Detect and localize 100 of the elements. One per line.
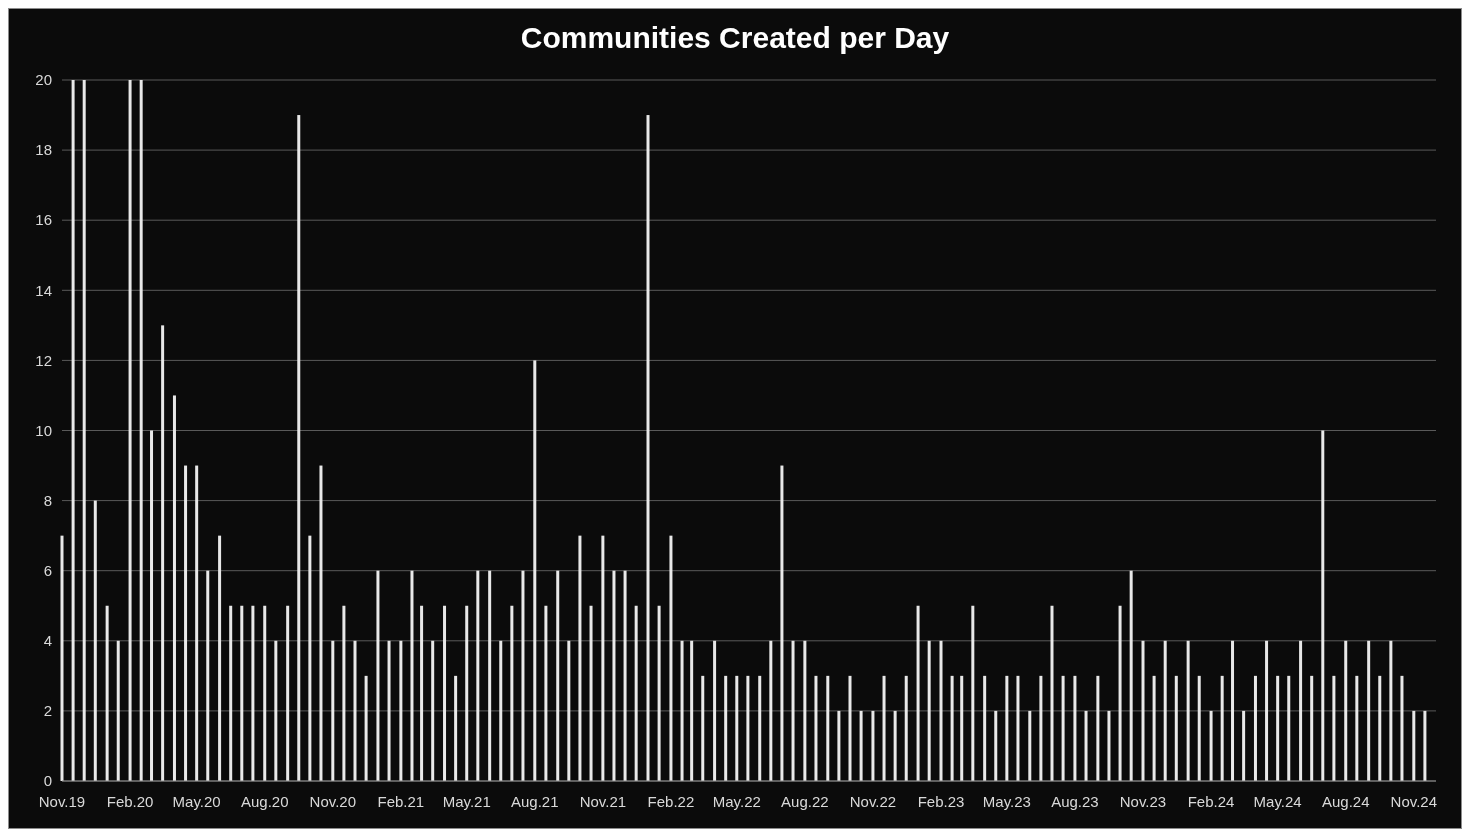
bar <box>1344 640 1348 781</box>
bar <box>1400 675 1404 781</box>
bar <box>1107 710 1111 781</box>
x-tick-label: Nov.24 <box>1390 793 1438 810</box>
bar <box>82 80 86 781</box>
bar <box>465 605 469 781</box>
bar <box>93 500 97 781</box>
x-tick-label: Nov.23 <box>1119 793 1167 810</box>
bar <box>195 465 199 781</box>
bar <box>263 605 267 781</box>
bar <box>939 640 943 781</box>
x-tick-label: Aug.20 <box>240 793 289 810</box>
bar <box>499 640 503 781</box>
bar <box>1163 640 1167 781</box>
bar <box>1061 675 1065 781</box>
x-tick-label: May.20 <box>172 793 221 810</box>
bar <box>1321 430 1325 781</box>
y-tick-label: 2 <box>43 702 52 720</box>
bar <box>589 605 593 781</box>
bar <box>376 570 380 781</box>
y-tick-label: 8 <box>43 491 52 509</box>
bar <box>848 675 852 781</box>
bar <box>454 675 458 781</box>
bar <box>1141 640 1145 781</box>
bar <box>1253 675 1257 781</box>
bar <box>319 465 323 781</box>
bar <box>150 430 154 781</box>
bar <box>1310 675 1314 781</box>
bar <box>387 640 391 781</box>
bar <box>871 710 875 781</box>
bar <box>431 640 435 781</box>
bar <box>904 675 908 781</box>
bar <box>1242 710 1246 781</box>
bar <box>803 640 807 781</box>
bar <box>1355 675 1359 781</box>
bar <box>71 80 75 781</box>
bar <box>1332 675 1336 781</box>
bar <box>1197 675 1201 781</box>
bar <box>1423 710 1427 781</box>
bar <box>274 640 278 781</box>
bar <box>882 675 886 781</box>
bar <box>206 570 210 781</box>
y-tick-label: 20 <box>35 71 52 89</box>
bar <box>521 570 525 781</box>
x-tick-label: Aug.24 <box>1321 793 1370 810</box>
bar <box>476 570 480 781</box>
x-tick-label: Feb.23 <box>917 793 965 810</box>
bar <box>791 640 795 781</box>
bar <box>837 710 841 781</box>
x-tick-label: May.23 <box>982 793 1031 810</box>
bar <box>634 605 638 781</box>
bar <box>1231 640 1235 781</box>
x-tick-label: May.22 <box>712 793 761 810</box>
bar <box>105 605 109 781</box>
x-tick-label: May.21 <box>442 793 491 810</box>
x-tick-label: Aug.22 <box>781 793 829 810</box>
bar <box>1039 675 1043 781</box>
y-tick-label: 16 <box>35 211 52 229</box>
x-tick-label: Nov.19 <box>38 793 86 810</box>
bar <box>533 360 537 781</box>
bar <box>567 640 571 781</box>
x-tick-label: Aug.23 <box>1051 793 1099 810</box>
bar <box>735 675 739 781</box>
bar <box>184 465 188 781</box>
bar <box>1276 675 1280 781</box>
bar <box>859 710 863 781</box>
x-tick-label: Feb.21 <box>377 793 425 810</box>
bar <box>1220 675 1224 781</box>
bar <box>646 115 650 781</box>
bar <box>1389 640 1393 781</box>
bar <box>612 570 616 781</box>
bar <box>544 605 548 781</box>
bar <box>139 80 143 781</box>
bar <box>971 605 975 781</box>
bar <box>399 640 403 781</box>
bar <box>724 675 728 781</box>
bar <box>916 605 920 781</box>
bar <box>251 605 255 781</box>
y-tick-label: 4 <box>43 632 52 650</box>
bar <box>1287 675 1291 781</box>
bar <box>297 115 301 781</box>
bar <box>701 675 705 781</box>
x-tick-label: May.24 <box>1253 793 1302 810</box>
bar <box>443 605 447 781</box>
bar <box>780 465 784 781</box>
bar <box>983 675 987 781</box>
bar <box>240 605 244 781</box>
bar <box>1028 710 1032 781</box>
bar <box>1073 675 1077 781</box>
x-tick-label: Feb.24 <box>1187 793 1235 810</box>
bar <box>1367 640 1371 781</box>
bar <box>116 640 120 781</box>
bar <box>331 640 335 781</box>
chart-title: Communities Created per Day <box>520 21 950 54</box>
bar <box>769 640 773 781</box>
bar <box>1378 675 1382 781</box>
bar <box>556 570 560 781</box>
bar <box>161 325 165 781</box>
bar <box>218 535 222 781</box>
bar <box>128 80 132 781</box>
